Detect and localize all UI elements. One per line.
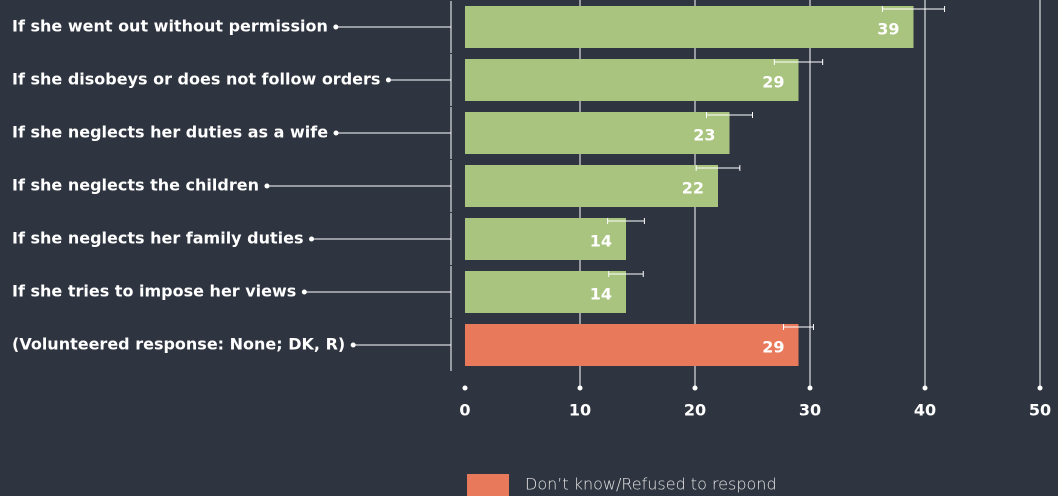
value-label: 14 [590, 285, 612, 304]
value-label: 39 [877, 20, 899, 39]
x-tick-label: 40 [914, 401, 936, 420]
bar [465, 165, 718, 207]
bar [465, 271, 626, 313]
bar [465, 112, 730, 154]
bar [465, 6, 914, 48]
value-label: 23 [693, 126, 715, 145]
tick-dot [922, 385, 928, 391]
tick-dot [1037, 385, 1043, 391]
legend-label: Don’t know/Refused to respond [525, 475, 777, 494]
value-label: 14 [590, 232, 612, 251]
legend-swatch [467, 474, 509, 496]
bar [465, 324, 799, 366]
tick-dot [692, 385, 698, 391]
category-label: If she neglects her family duties [12, 229, 304, 248]
category-label: If she neglects the children [12, 176, 259, 195]
x-tick-label: 50 [1029, 401, 1051, 420]
x-tick-label: 30 [799, 401, 821, 420]
category-label: If she neglects her duties as a wife [12, 123, 328, 142]
value-label: 29 [762, 338, 784, 357]
x-tick-label: 10 [569, 401, 591, 420]
x-tick-label: 0 [459, 401, 470, 420]
bar [465, 218, 626, 260]
bar [465, 59, 799, 101]
x-tick-label: 20 [684, 401, 706, 420]
category-label: (Volunteered response: None; DK, R) [12, 335, 345, 354]
category-label: If she tries to impose her views [12, 282, 296, 301]
category-label: If she went out without permission [12, 17, 328, 36]
tick-dot [807, 385, 813, 391]
value-label: 29 [762, 73, 784, 92]
tick-dot [577, 385, 583, 391]
category-label: If she disobeys or does not follow order… [12, 70, 380, 89]
value-label: 22 [682, 179, 704, 198]
tick-dot [462, 385, 468, 391]
